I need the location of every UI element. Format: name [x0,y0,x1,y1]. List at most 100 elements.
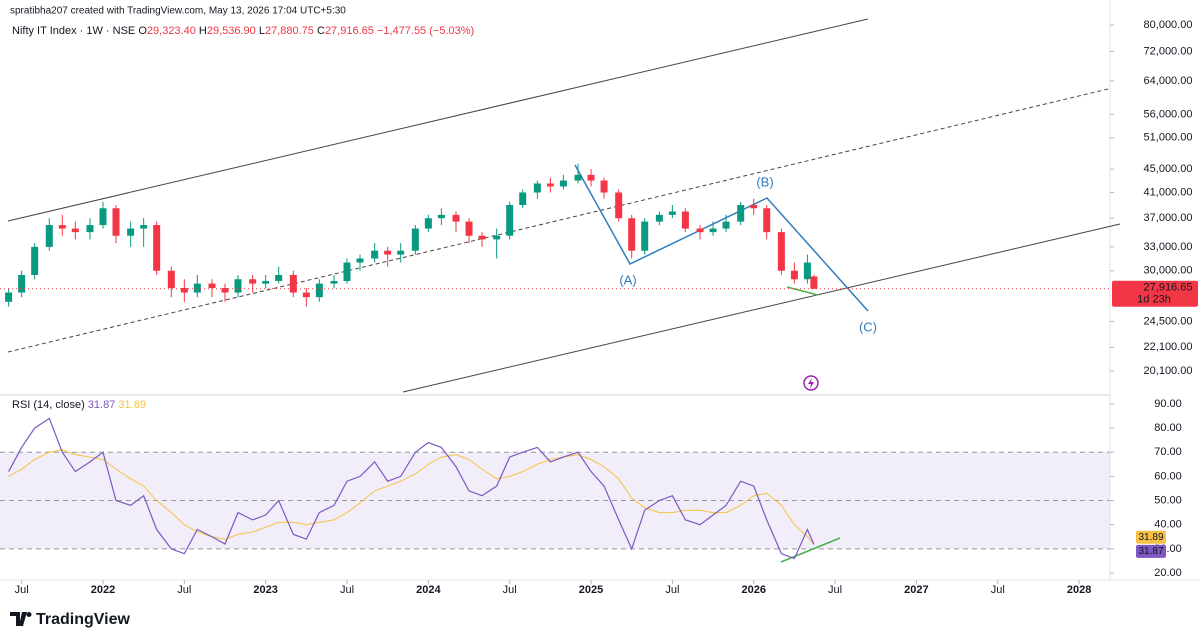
rsi-title: RSI (14, close) [12,399,85,411]
candle-body [71,228,79,233]
y-tick-label: 37,000.00 [1144,212,1193,224]
candle-body [343,262,351,281]
trend-line [780,537,841,563]
candle-body [465,221,473,236]
candle-body [58,225,66,229]
candle-body [452,214,460,222]
event-icon-bolt [808,378,814,389]
candle-body [790,270,798,280]
ohlc-prefix: O [138,25,147,37]
candle-body [86,225,94,233]
y-tick-label: 50.00 [1154,494,1182,506]
y-tick-label: 22,100.00 [1144,341,1193,353]
ohlc-prefix: L [259,25,265,37]
y-tick-label: 20.00 [1154,567,1182,579]
y-tick-label: 56,000.00 [1144,108,1193,120]
value-tag [1136,544,1166,558]
candle-body [600,180,608,193]
candle-body [371,250,379,259]
last-price-tag [1112,280,1198,307]
candle-body [234,279,242,293]
x-tick-label: 2027 [904,584,928,596]
candle-body [302,292,310,298]
candle-body [559,180,567,187]
ohlc-prefix: C [317,25,325,37]
candle-body [289,274,297,293]
candle-body [5,292,13,302]
change: −1,477.55 (−5.03%) [377,25,474,37]
channel-line [402,223,1121,393]
footer-logo[interactable]: TradingView [10,611,131,628]
x-tick-label: Jul [828,584,842,596]
y-tick-label: 30,000.00 [1144,265,1193,277]
candle-body [546,183,554,187]
ohlc-value: 27,880.75 [265,25,314,37]
brand: TradingView [36,611,131,628]
symbol: Nifty IT Index · 1W · NSE [12,25,135,37]
candle-body [397,250,405,255]
y-tick-label: 80.00 [1154,422,1182,434]
candle-body [193,283,201,293]
candle-body [810,276,818,289]
y-tick-label: 20,100.00 [1144,365,1193,377]
candle-body [777,232,785,271]
x-tick-label: Jul [665,584,679,596]
y-tick-label: 90.00 [1154,398,1182,410]
candle-body [99,208,107,226]
ohlc-value: 29,323.40 [147,25,196,37]
candle-body [330,280,338,284]
candle-body [180,288,188,293]
candle-body [533,183,541,193]
candle-body [262,280,270,284]
candle-body [356,258,364,263]
channel-line [7,18,869,222]
candle-body [574,174,582,181]
candle-body [641,221,649,251]
candle-body [167,270,175,289]
candle-body [803,262,811,280]
symbol-legend: Nifty IT Index · 1W · NSE O29,323.40 H29… [12,25,474,37]
candle-body [628,218,636,251]
candle-body [275,274,283,281]
candle-body [478,235,486,240]
candle-body [587,174,595,181]
candle-body [763,208,771,233]
candle-body [249,279,257,284]
rsi-line [8,449,815,545]
candle-body [437,214,445,219]
y-tick-label: 64,000.00 [1144,75,1193,87]
ohlc-value: 27,916.65 [325,25,374,37]
logo-icon [10,612,32,626]
event-icon[interactable] [803,375,819,391]
x-tick-label: 2023 [253,584,277,596]
candle-body [655,214,663,222]
credit: spratibha207 created with TradingView.co… [10,6,346,17]
wave-label: (C) [859,319,877,334]
candle-body [140,225,148,229]
y-tick-label: 24,500.00 [1144,315,1193,327]
x-tick-label: 2022 [91,584,115,596]
value-tag-label: 31.89 [1138,532,1163,543]
rsi-legend: RSI (14, close) 31.87 31.89 [12,399,146,411]
y-tick-label: 40.00 [1154,519,1182,531]
y-tick-label: 45,000.00 [1144,163,1193,175]
candle-body [506,205,514,236]
x-tick-label: Jul [177,584,191,596]
x-tick-label: 2026 [741,584,765,596]
candle-body [750,205,758,209]
candle-body [722,221,730,229]
candle-body [411,228,419,251]
ohlc-value: 29,536.90 [207,25,256,37]
ohlc-prefix: H [199,25,207,37]
y-tick-label: 70.00 [1154,446,1182,458]
x-tick-label: 2024 [416,584,441,596]
value-tag [1136,530,1166,544]
x-tick-label: Jul [340,584,354,596]
wave-label: (A) [619,272,636,287]
x-tick-label: 2028 [1067,584,1091,596]
candle-body [208,283,216,289]
candle-body [737,205,745,222]
candle-body [424,218,432,229]
y-tick-label: 72,000.00 [1144,45,1193,57]
